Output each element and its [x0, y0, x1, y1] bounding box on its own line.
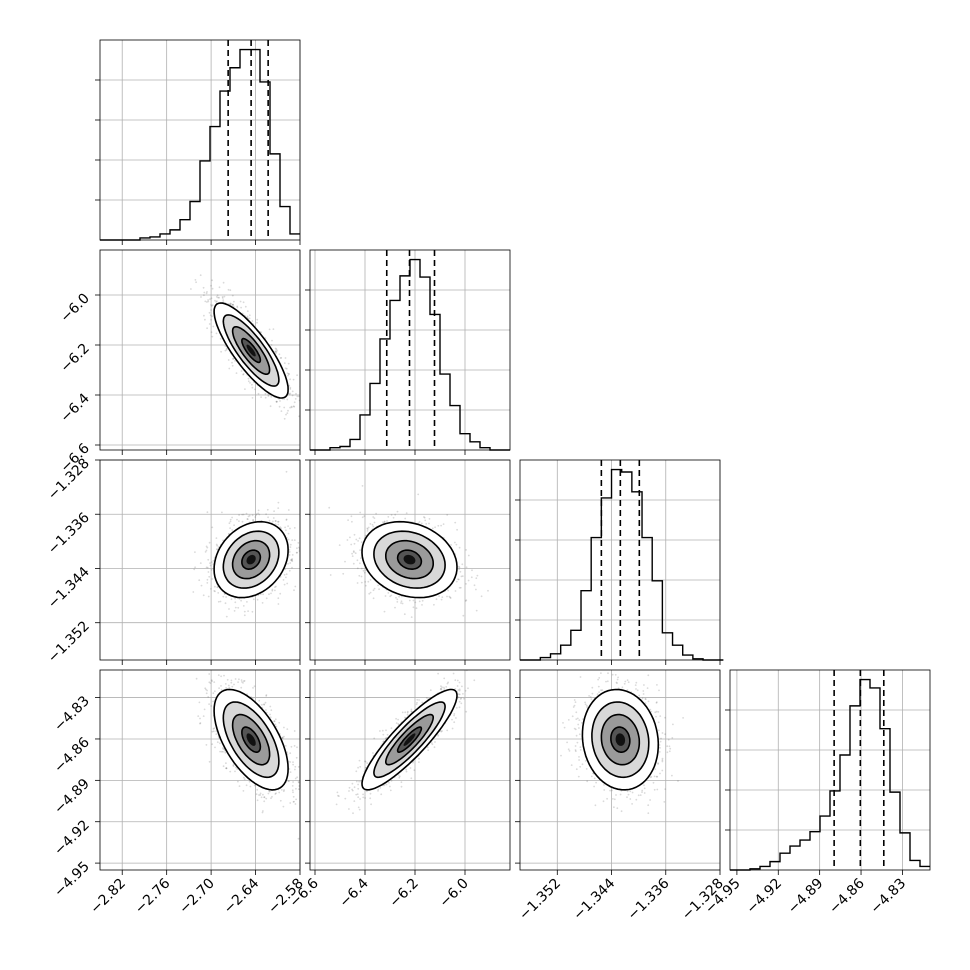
y-tick-label-p3: −4.95 — [51, 859, 93, 901]
x-tick-label-p1: −6.4 — [336, 875, 371, 910]
contour-line-3 — [361, 520, 458, 599]
density-core — [403, 554, 416, 565]
y-tick-label-p1: −6.2 — [57, 341, 92, 376]
contour-line-1 — [231, 713, 271, 766]
contour-line-2 — [222, 701, 280, 779]
histogram-step-p1 — [310, 258, 510, 451]
density-core — [403, 733, 416, 746]
histogram-step-p2 — [520, 468, 724, 661]
contour-line-0 — [241, 337, 262, 364]
x-tick-label-p0: −2.76 — [132, 875, 174, 917]
panel-frame — [519, 669, 721, 871]
y-tick-label-p2: −1.336 — [45, 510, 93, 558]
contour-line-0 — [241, 726, 262, 753]
contour-line-1 — [385, 713, 434, 766]
panel-frame — [309, 459, 511, 661]
contour-line-3 — [361, 688, 458, 791]
hist-frame — [729, 669, 931, 871]
density-panel-p1-p3 — [305, 669, 511, 875]
contour-line-0 — [396, 549, 423, 571]
y-tick-label-p3: −4.86 — [51, 734, 93, 776]
panel-frame — [99, 459, 301, 661]
histogram-panel-p1 — [305, 249, 511, 455]
hist-frame — [99, 39, 301, 241]
density-panel-p0-p1 — [95, 249, 301, 455]
histogram-panel-p2 — [515, 459, 724, 665]
contour-line-2 — [222, 530, 280, 589]
y-tick-label-p3: −4.92 — [51, 817, 93, 859]
x-tick-label-p2: −1.344 — [570, 875, 618, 923]
contour-line-2 — [373, 701, 446, 779]
contour-line-2 — [373, 530, 446, 589]
y-tick-label-p1: −6.4 — [57, 390, 92, 425]
contour-line-0 — [610, 726, 631, 753]
x-tick-label-p0: −2.70 — [176, 876, 218, 918]
x-tick-label-p1: −6.0 — [436, 876, 471, 911]
density-panel-p1-p2 — [305, 459, 511, 665]
density-core — [246, 733, 256, 746]
density-panel-p0-p3 — [95, 669, 301, 875]
density-core — [246, 554, 256, 565]
contour-line-1 — [600, 713, 641, 766]
histogram-panel-p3 — [725, 669, 931, 875]
y-tick-label-p2: −1.344 — [45, 564, 93, 612]
y-tick-label-p2: −1.352 — [45, 618, 93, 666]
contour-line-2 — [222, 314, 280, 387]
contour-line-1 — [231, 539, 271, 580]
x-tick-label-p3: −4.92 — [743, 876, 785, 918]
density-panel-p0-p2 — [95, 459, 301, 665]
x-tick-label-p2: −1.336 — [625, 875, 673, 923]
x-tick-label-p3: −4.89 — [785, 876, 827, 918]
contour-line-1 — [231, 326, 271, 375]
histogram-panel-p0 — [95, 39, 301, 245]
x-tick-label-p2: −1.352 — [516, 876, 564, 924]
contour-line-0 — [241, 549, 262, 571]
panel-frame — [99, 669, 301, 871]
x-tick-label-p0: −2.64 — [221, 875, 263, 917]
contour-line-1 — [385, 539, 434, 580]
x-tick-label-p1: −6.2 — [386, 876, 421, 911]
y-tick-label-p3: −4.89 — [51, 776, 93, 818]
histogram-step-p3 — [730, 678, 930, 871]
contour-line-3 — [213, 688, 289, 791]
density-panel-p2-p3 — [515, 669, 721, 875]
y-tick-label-p1: −6.0 — [57, 291, 92, 326]
density-core — [246, 344, 256, 357]
panel-frame — [309, 669, 511, 871]
x-tick-label-p3: −4.83 — [868, 876, 910, 918]
panel-frame — [99, 249, 301, 451]
contour-line-0 — [396, 726, 423, 753]
y-tick-label-p3: −4.83 — [51, 693, 93, 735]
x-tick-label-p0: −2.82 — [87, 876, 129, 918]
contour-line-3 — [213, 302, 289, 399]
contour-line-3 — [213, 520, 289, 599]
x-tick-label-p3: −4.86 — [826, 875, 868, 917]
density-core — [615, 733, 626, 746]
contour-line-2 — [591, 701, 650, 779]
histogram-step-p0 — [100, 48, 300, 241]
contour-line-3 — [581, 688, 660, 791]
